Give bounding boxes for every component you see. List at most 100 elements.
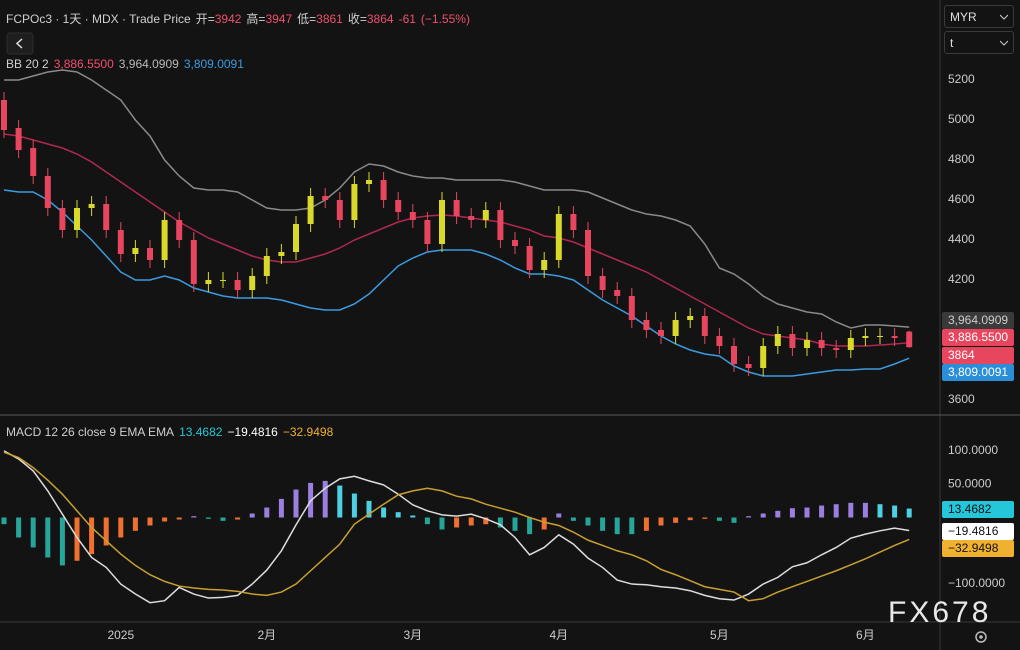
y-tick-label: 4800 [948, 152, 975, 166]
histogram-bar [439, 517, 445, 530]
candle-body [716, 336, 723, 346]
histogram-bar [527, 517, 533, 535]
price-badge: −32.9498 [942, 540, 1014, 557]
histogram-bar [892, 505, 898, 518]
legend-value: −32.9498 [282, 425, 334, 439]
y-tick-label: 3600 [948, 392, 975, 406]
candle-body [88, 204, 95, 208]
settings-button[interactable] [975, 631, 987, 643]
candle-body [847, 338, 854, 350]
badge-box [942, 347, 1014, 364]
candle-body [30, 148, 37, 176]
candle-body [380, 180, 387, 200]
settings-icon[interactable] [975, 631, 987, 643]
histogram-bar [906, 508, 912, 518]
badge-box [942, 540, 1014, 557]
candle-body [833, 348, 840, 350]
badge-label: −19.4816 [948, 524, 999, 538]
legend-value: 3,964.0909 [118, 57, 179, 71]
x-tick-label: 2025 [107, 628, 134, 642]
candle-body [307, 196, 314, 224]
candle-body [628, 296, 635, 320]
candle-body [701, 316, 708, 336]
histogram-bar [687, 517, 693, 521]
back-icon [15, 38, 23, 49]
price-badge: −19.4816 [942, 523, 1014, 540]
header: FCPOc3 · 1天 · MDX · Trade Price 开=3942 高=3… [6, 10, 475, 27]
indicator-line [3, 450, 910, 604]
x-tick-label: 6月 [856, 628, 875, 642]
histogram-bar [220, 517, 226, 521]
back-button[interactable] [6, 32, 34, 55]
histogram-bar [702, 517, 708, 519]
y-tick-label: 100.0000 [948, 443, 998, 457]
histogram-bar [132, 517, 138, 531]
candle-body [117, 230, 124, 254]
candle-body [658, 330, 664, 336]
legend-value: 13.4682 [179, 425, 223, 439]
candle-body [643, 320, 650, 330]
currency: MYR [950, 10, 977, 24]
x-tick-label: 2月 [257, 628, 276, 642]
chevron [1000, 14, 1008, 20]
currency-dropdown[interactable]: MYR [944, 5, 1014, 28]
y-tick-label: 4400 [948, 232, 975, 246]
legend-value: 3,886.5500 [53, 57, 114, 71]
histogram-bar [512, 517, 518, 531]
chevron [1000, 40, 1008, 46]
badge-box [942, 312, 1014, 329]
histogram-bar [775, 510, 781, 518]
back-button-box[interactable] [6, 32, 34, 55]
candle-body [161, 220, 168, 260]
histogram-bar [337, 485, 343, 518]
candle-body [190, 240, 197, 284]
candle-body [526, 246, 533, 270]
candle-body [366, 180, 372, 184]
candle-body [877, 336, 883, 337]
histogram-bar [877, 504, 883, 518]
mode-dropdown[interactable]: t [944, 31, 1014, 54]
histogram-bar [483, 517, 489, 525]
candle-body [745, 364, 752, 368]
histogram-bar [205, 517, 211, 519]
histogram-bar [789, 508, 795, 518]
histogram-bar [351, 493, 357, 518]
histogram-bar [862, 502, 868, 518]
histogram-bar [191, 516, 197, 518]
price-badge: 3,964.0909 [942, 312, 1014, 329]
candle-body [1, 100, 7, 130]
ohlc-value: 3942 [214, 12, 242, 26]
change: -61 [398, 12, 416, 26]
bb-legend: BB 20 2 3,886.5500 3,964.0909 3,809.0091 [6, 57, 249, 71]
candle-body [906, 331, 913, 348]
watermark: FX678 [888, 596, 992, 629]
candle-body [555, 214, 562, 260]
indicator-title: MACD 12 26 close 9 EMA EMA [6, 425, 175, 439]
histogram-bar [30, 517, 36, 548]
candle-body [263, 256, 270, 276]
candle-body [44, 176, 51, 208]
histogram-bar [585, 517, 591, 526]
candle-body [132, 248, 139, 254]
histogram-bar [541, 517, 547, 530]
y-tick-label: 4200 [948, 272, 975, 286]
legend-value: 3,809.0091 [183, 57, 244, 71]
candle-body [15, 128, 22, 150]
candle-body [59, 208, 66, 230]
candle-body [220, 280, 226, 281]
candle-body [147, 248, 153, 260]
indicator-line [3, 133, 910, 347]
candle-body [512, 240, 518, 246]
indicator-line [4, 69, 910, 329]
y-tick-label: 50.0000 [948, 476, 992, 490]
price-badge: 13.4682 [942, 501, 1014, 518]
histogram-bar [249, 513, 255, 518]
candle-body [322, 196, 329, 200]
indicator-line [3, 189, 910, 377]
histogram-bar [395, 512, 401, 518]
candle-body [891, 336, 898, 338]
indicator-title: BB 20 2 [6, 57, 49, 71]
histogram-bar [410, 515, 416, 518]
legend-value: −19.4816 [227, 425, 278, 439]
